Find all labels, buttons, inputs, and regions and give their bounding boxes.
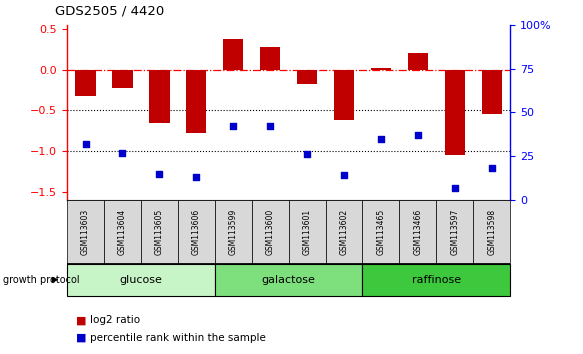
Point bbox=[376, 136, 385, 142]
Text: GSM113465: GSM113465 bbox=[377, 209, 385, 255]
Bar bbox=[399, 200, 436, 264]
Bar bbox=[260, 47, 280, 70]
Point bbox=[118, 150, 127, 155]
Bar bbox=[334, 70, 354, 120]
Text: percentile rank within the sample: percentile rank within the sample bbox=[90, 333, 266, 343]
Text: GSM113606: GSM113606 bbox=[192, 209, 201, 255]
Point bbox=[303, 152, 312, 157]
Bar bbox=[252, 200, 289, 264]
Point bbox=[265, 124, 275, 129]
Point bbox=[450, 185, 459, 190]
Bar bbox=[149, 70, 170, 122]
Bar bbox=[445, 70, 465, 155]
Text: GSM113604: GSM113604 bbox=[118, 209, 127, 255]
Text: raffinose: raffinose bbox=[412, 275, 461, 285]
Bar bbox=[104, 200, 141, 264]
Text: galactose: galactose bbox=[262, 275, 315, 285]
Point bbox=[81, 141, 90, 147]
Text: GDS2505 / 4420: GDS2505 / 4420 bbox=[55, 5, 164, 18]
Text: ■: ■ bbox=[76, 315, 86, 325]
Bar bbox=[215, 264, 363, 296]
Bar bbox=[482, 70, 502, 114]
Text: GSM113602: GSM113602 bbox=[339, 209, 349, 255]
Text: growth protocol: growth protocol bbox=[3, 275, 79, 285]
Text: GSM113598: GSM113598 bbox=[487, 209, 496, 255]
Bar bbox=[297, 70, 317, 84]
Text: GSM113466: GSM113466 bbox=[413, 209, 422, 255]
Bar bbox=[363, 200, 399, 264]
Point bbox=[339, 173, 349, 178]
Bar bbox=[141, 200, 178, 264]
Bar bbox=[325, 200, 363, 264]
Text: GSM113605: GSM113605 bbox=[155, 209, 164, 255]
Text: GSM113603: GSM113603 bbox=[81, 209, 90, 255]
Point bbox=[487, 166, 496, 171]
Bar bbox=[75, 70, 96, 96]
Text: glucose: glucose bbox=[120, 275, 162, 285]
Bar bbox=[223, 39, 243, 70]
Bar bbox=[363, 264, 510, 296]
Bar bbox=[436, 200, 473, 264]
Bar bbox=[371, 68, 391, 70]
Text: GSM113601: GSM113601 bbox=[303, 209, 311, 255]
Bar bbox=[289, 200, 325, 264]
Point bbox=[192, 175, 201, 180]
Point bbox=[154, 171, 164, 177]
Bar bbox=[113, 70, 132, 87]
Bar bbox=[67, 200, 104, 264]
Point bbox=[229, 124, 238, 129]
Text: log2 ratio: log2 ratio bbox=[90, 315, 141, 325]
Text: ■: ■ bbox=[76, 333, 86, 343]
Text: GSM113600: GSM113600 bbox=[266, 209, 275, 255]
Point bbox=[413, 132, 423, 138]
Bar bbox=[408, 53, 428, 70]
Text: GSM113597: GSM113597 bbox=[450, 209, 459, 255]
Bar bbox=[178, 200, 215, 264]
Text: GSM113599: GSM113599 bbox=[229, 209, 238, 255]
Bar bbox=[67, 264, 215, 296]
Bar bbox=[215, 200, 252, 264]
Bar bbox=[186, 70, 206, 133]
Bar bbox=[473, 200, 510, 264]
